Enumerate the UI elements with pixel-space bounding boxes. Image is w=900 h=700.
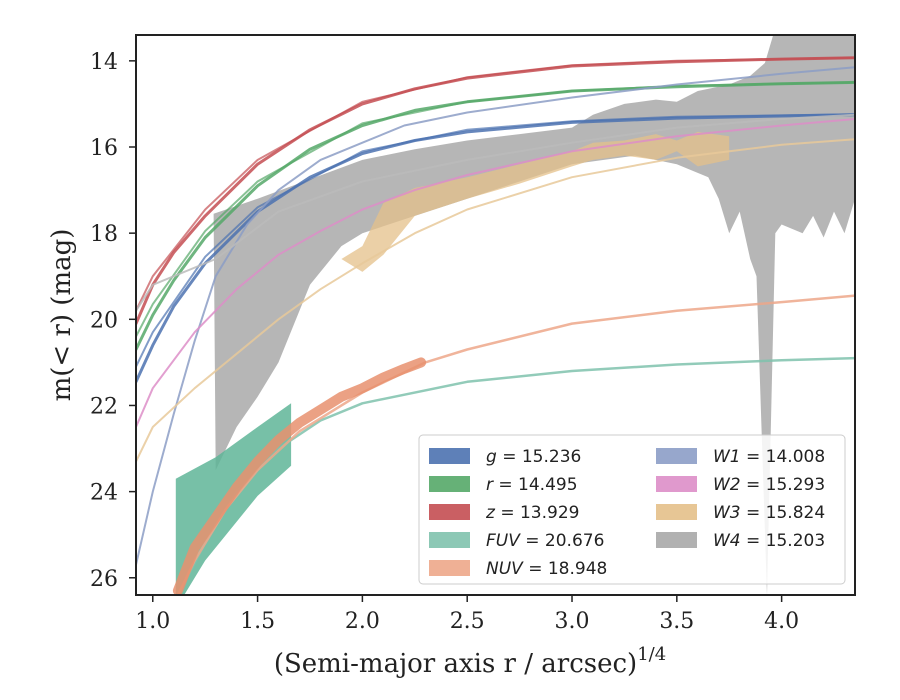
- x-axis-title-main: (Semi-major axis r / arcsec): [274, 649, 637, 679]
- series-line-nuv-data: [172, 357, 427, 595]
- ticks-layer: 1.0 1.5 2.0 2.5 3.0 3.5 4.0 14 16 18 20 22 24 26: [90, 50, 799, 634]
- series-line-w4-line: [136, 113, 855, 312]
- series-line-w3-line: [136, 138, 855, 463]
- legend-swatch-z: [429, 504, 470, 520]
- x-axis-title-exponent: 1/4: [637, 644, 666, 665]
- legend-swatch-w4: [656, 532, 697, 548]
- band-w3: [341, 131, 730, 272]
- plot-frame: [135, 34, 856, 596]
- legend-swatch-w2: [656, 476, 697, 492]
- y-tick-label: 18: [90, 222, 118, 247]
- band-w4: [213, 35, 855, 595]
- x-tick-label: 1.5: [240, 609, 275, 634]
- legend-label-w4: W4 = 15.203: [713, 531, 825, 551]
- legend-swatch-r: [429, 476, 470, 492]
- x-tick-label: 1.0: [135, 609, 170, 634]
- legend-label-z: z = 13.929: [485, 503, 579, 523]
- legend-swatch-g: [429, 448, 470, 464]
- legend-swatch-w3: [656, 504, 697, 520]
- series-line-g: [136, 113, 855, 384]
- x-tick-label: 4.0: [764, 609, 799, 634]
- y-tick-label: 20: [90, 308, 118, 333]
- x-tick-label: 2.0: [345, 609, 380, 634]
- legend-entries: g = 15.236 r = 14.495 z = 13.929 FUV = 20.6…: [429, 447, 825, 579]
- legend-label-g: g = 15.236: [486, 447, 581, 467]
- series-line-w1: [136, 66, 855, 566]
- legend-swatch-nuv: [429, 560, 470, 576]
- legend-swatch-w1: [656, 448, 697, 464]
- legend-label-w1: W1 = 14.008: [713, 447, 825, 467]
- series-model-z: [136, 56, 855, 312]
- x-tick-label: 3.0: [555, 609, 590, 634]
- series-line-w2: [136, 118, 855, 428]
- y-tick-label: 26: [90, 567, 118, 592]
- x-tick-label: 2.5: [450, 609, 485, 634]
- legend-frame: [418, 434, 846, 585]
- lines-layer: [136, 56, 855, 595]
- legend-swatch-fuv: [429, 532, 470, 548]
- legend: g = 15.236 r = 14.495 z = 13.929 FUV = 20.6…: [418, 434, 846, 585]
- series-model-r: [136, 81, 855, 337]
- legend-label-w2: W2 = 15.293: [713, 475, 825, 495]
- y-tick-label: 24: [90, 481, 118, 506]
- legend-label-nuv: NUV = 18.948: [486, 559, 607, 579]
- y-tick-label: 14: [90, 50, 118, 75]
- legend-label-r: r = 14.495: [486, 475, 578, 495]
- x-axis-title: (Semi-major axis r / arcsec)1/4: [274, 644, 666, 679]
- y-tick-label: 22: [90, 394, 118, 419]
- series-model-g: [136, 113, 855, 368]
- x-tick-label: 3.5: [659, 609, 694, 634]
- legend-label-w3: W3 = 15.824: [713, 503, 825, 523]
- y-tick-label: 16: [90, 136, 118, 161]
- y-axis-title: m(< r) (mag): [47, 229, 77, 402]
- legend-label-fuv: FUV = 20.676: [486, 531, 604, 551]
